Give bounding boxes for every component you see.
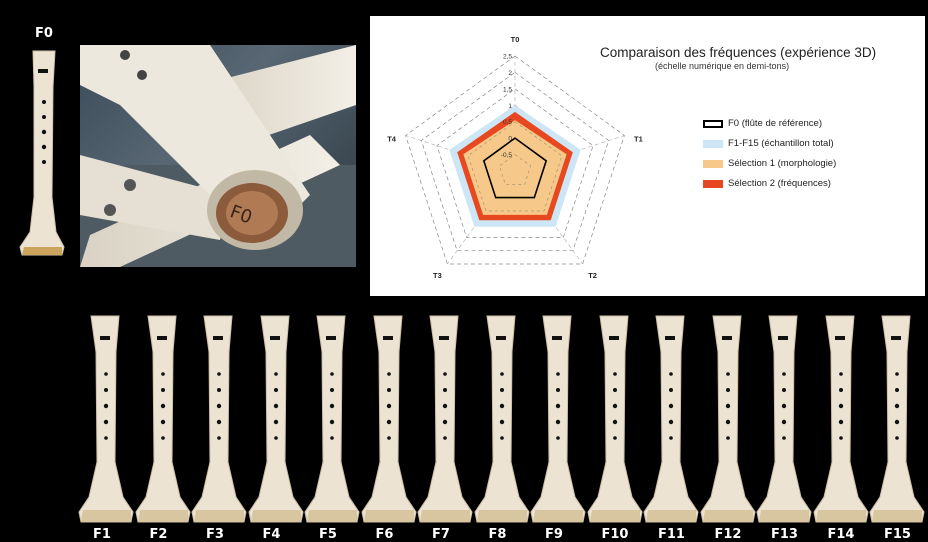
flute-label: F13 <box>771 527 798 542</box>
chart-subtitle: (échelle numérique en demi-tons) <box>655 61 790 71</box>
tick-label: 2 <box>508 70 512 77</box>
flute-bone <box>584 312 646 524</box>
legend-swatch <box>703 139 723 148</box>
legend-swatch <box>703 179 723 188</box>
flute-bone <box>132 312 194 524</box>
flute-label: F5 <box>319 527 337 542</box>
legend-entry: Sélection 1 (morphologie) <box>703 158 836 169</box>
flute-bone <box>245 312 307 524</box>
legend-label: F0 (flûte de référence) <box>728 118 822 129</box>
grid-ring-inner <box>499 154 531 185</box>
flute-bone <box>753 312 815 524</box>
flute-bone <box>75 312 137 524</box>
flute-bone <box>301 312 363 524</box>
axis-label: T3 <box>433 271 442 280</box>
axis-label: T2 <box>588 271 597 280</box>
flute-label: F8 <box>488 527 507 542</box>
axis-label: T1 <box>634 135 643 144</box>
grid-ring <box>405 55 625 265</box>
legend-label: Sélection 1 (morphologie) <box>728 158 837 169</box>
flute-bone <box>358 312 420 524</box>
flute-label: F6 <box>375 527 394 542</box>
tick-label: 2,5 <box>503 54 512 61</box>
axis-label: T0 <box>511 35 520 44</box>
flute-bone <box>640 312 702 524</box>
tick-label: -0,5 <box>501 152 513 159</box>
flute-label: F2 <box>149 527 168 542</box>
flute-label: F11 <box>658 527 685 542</box>
grid-ring-inner <box>467 121 563 212</box>
flute-label: F12 <box>714 527 742 542</box>
legend-label: Sélection 2 (fréquences) <box>728 178 831 189</box>
closeup-drawing: F0 <box>80 45 356 267</box>
flute-bone <box>414 312 476 524</box>
flute-label: F3 <box>206 527 224 542</box>
radar-chart: 2,5 2 1,5 1 0,5 0 -0,5 T0 T1 T2 T3 T4 <box>387 35 643 280</box>
flute-label: F7 <box>432 527 450 542</box>
grid-ring <box>436 88 594 238</box>
flute-label: F10 <box>601 527 629 542</box>
flute-closeup-photo: F0 <box>80 45 356 267</box>
reference-flute <box>18 47 68 257</box>
legend-swatch <box>703 159 723 168</box>
flute-label: F4 <box>262 527 281 542</box>
tick-label: 0 <box>508 136 512 143</box>
flute-label: F9 <box>545 527 563 542</box>
legend-entry: F1-F15 (échantillon total) <box>703 138 834 149</box>
axis-label: T4 <box>387 135 397 144</box>
series-line <box>482 137 548 199</box>
flute-label: F14 <box>827 527 855 542</box>
flute-bone <box>866 312 928 524</box>
legend-entry: Sélection 2 (fréquences) <box>703 178 831 189</box>
series-band <box>463 120 567 215</box>
legend-swatch <box>703 119 723 128</box>
flute-label: F15 <box>884 527 911 542</box>
legend-entry: F0 (flûte de référence) <box>703 118 822 129</box>
reference-flute-shape <box>19 50 65 256</box>
chart-title: Comparaison des fréquences (expérience 3… <box>600 45 877 60</box>
flute-bone <box>471 312 533 524</box>
flute-bone <box>697 312 759 524</box>
flute-label: F1 <box>93 527 111 542</box>
legend-label: F1-F15 (échantillon total) <box>728 138 834 149</box>
grid-ring <box>420 71 610 252</box>
reference-flute-label: F0 <box>35 26 53 41</box>
flute-bone <box>527 312 589 524</box>
tick-label: 1 <box>508 103 512 110</box>
flute-bone <box>188 312 250 524</box>
flute-bone <box>810 312 872 524</box>
tick-label: 1,5 <box>503 86 512 93</box>
tick-label: 0,5 <box>503 119 512 126</box>
